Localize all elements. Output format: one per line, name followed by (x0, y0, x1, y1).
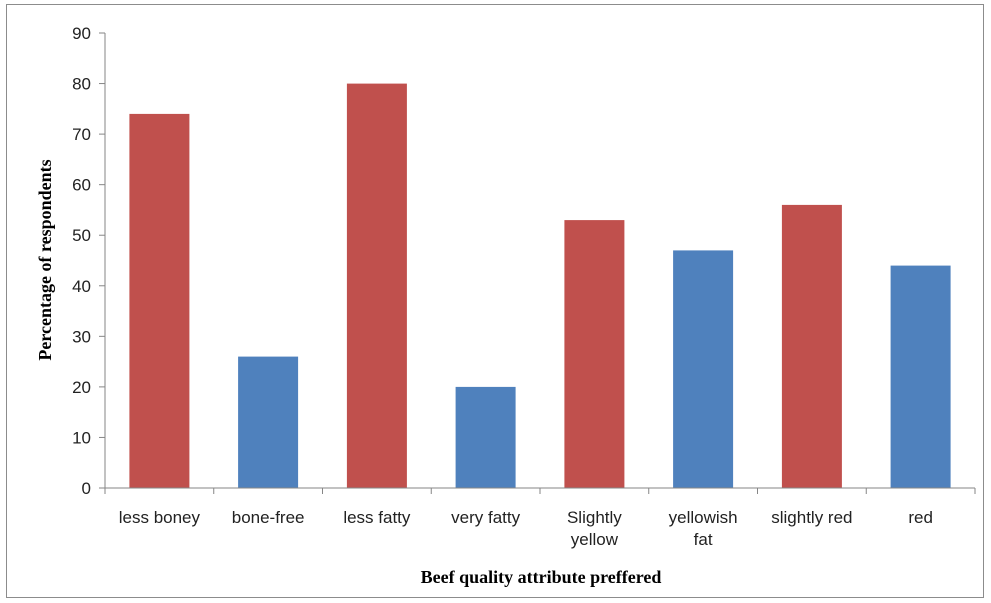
x-tick-label-3: very fatty (451, 508, 520, 527)
bar-1 (238, 356, 299, 488)
bar-5 (673, 250, 734, 488)
x-tick-label-2-line-0: less fatty (343, 508, 411, 527)
y-tick-label-4: 40 (72, 277, 91, 296)
x-tick-label-5-line-0: yellowish (669, 508, 738, 527)
x-tick-label-5: yellowish fat (669, 508, 738, 549)
x-tick-label-4-line-0: Slightly (567, 508, 622, 527)
y-tick-label-7: 70 (72, 125, 91, 144)
x-tick-label-3-line-0: very fatty (451, 508, 520, 527)
x-tick-label-2: less fatty (343, 508, 411, 527)
y-tick-label-9: 90 (72, 24, 91, 43)
bar-0 (129, 113, 190, 489)
x-tick-label-4: Slightly yellow (567, 508, 622, 549)
bar-6 (781, 204, 842, 488)
y-tick-label-5: 50 (72, 226, 91, 245)
x-tick-label-7-line-0: red (908, 508, 933, 527)
y-tick-label-3: 30 (72, 327, 91, 346)
y-tick-label-8: 80 (72, 75, 91, 94)
x-tick-label-0-line-0: less boney (119, 508, 201, 527)
x-tick-label-1-line-0: bone-free (232, 508, 305, 527)
bar-7 (890, 265, 951, 488)
y-tick-label-1: 10 (72, 428, 91, 447)
x-tick-label-0: less boney (119, 508, 201, 527)
x-tick-label-7: red (908, 508, 933, 527)
x-tick-label-4-line-1: yellow (571, 530, 619, 549)
bar-2 (346, 83, 407, 488)
y-axis-title: Percentage of respondents (35, 159, 55, 360)
bar-3 (455, 386, 516, 488)
x-tick-label-6: slightly red (771, 508, 852, 527)
labels-layer: 0 10 20 30 40 50 60 70 80 90 less boney bone-free le… (72, 24, 933, 549)
axes-layer (99, 32, 976, 494)
x-tick-label-6-line-0: slightly red (771, 508, 852, 527)
bar-4 (564, 220, 625, 488)
x-axis-title: Beef quality attribute preffered (421, 567, 662, 587)
bars-layer (129, 83, 951, 489)
x-tick-label-5-line-1: fat (694, 530, 713, 549)
y-tick-label-6: 60 (72, 176, 91, 195)
y-tick-label-0: 0 (82, 479, 91, 498)
x-tick-label-1: bone-free (232, 508, 305, 527)
y-tick-label-2: 20 (72, 378, 91, 397)
